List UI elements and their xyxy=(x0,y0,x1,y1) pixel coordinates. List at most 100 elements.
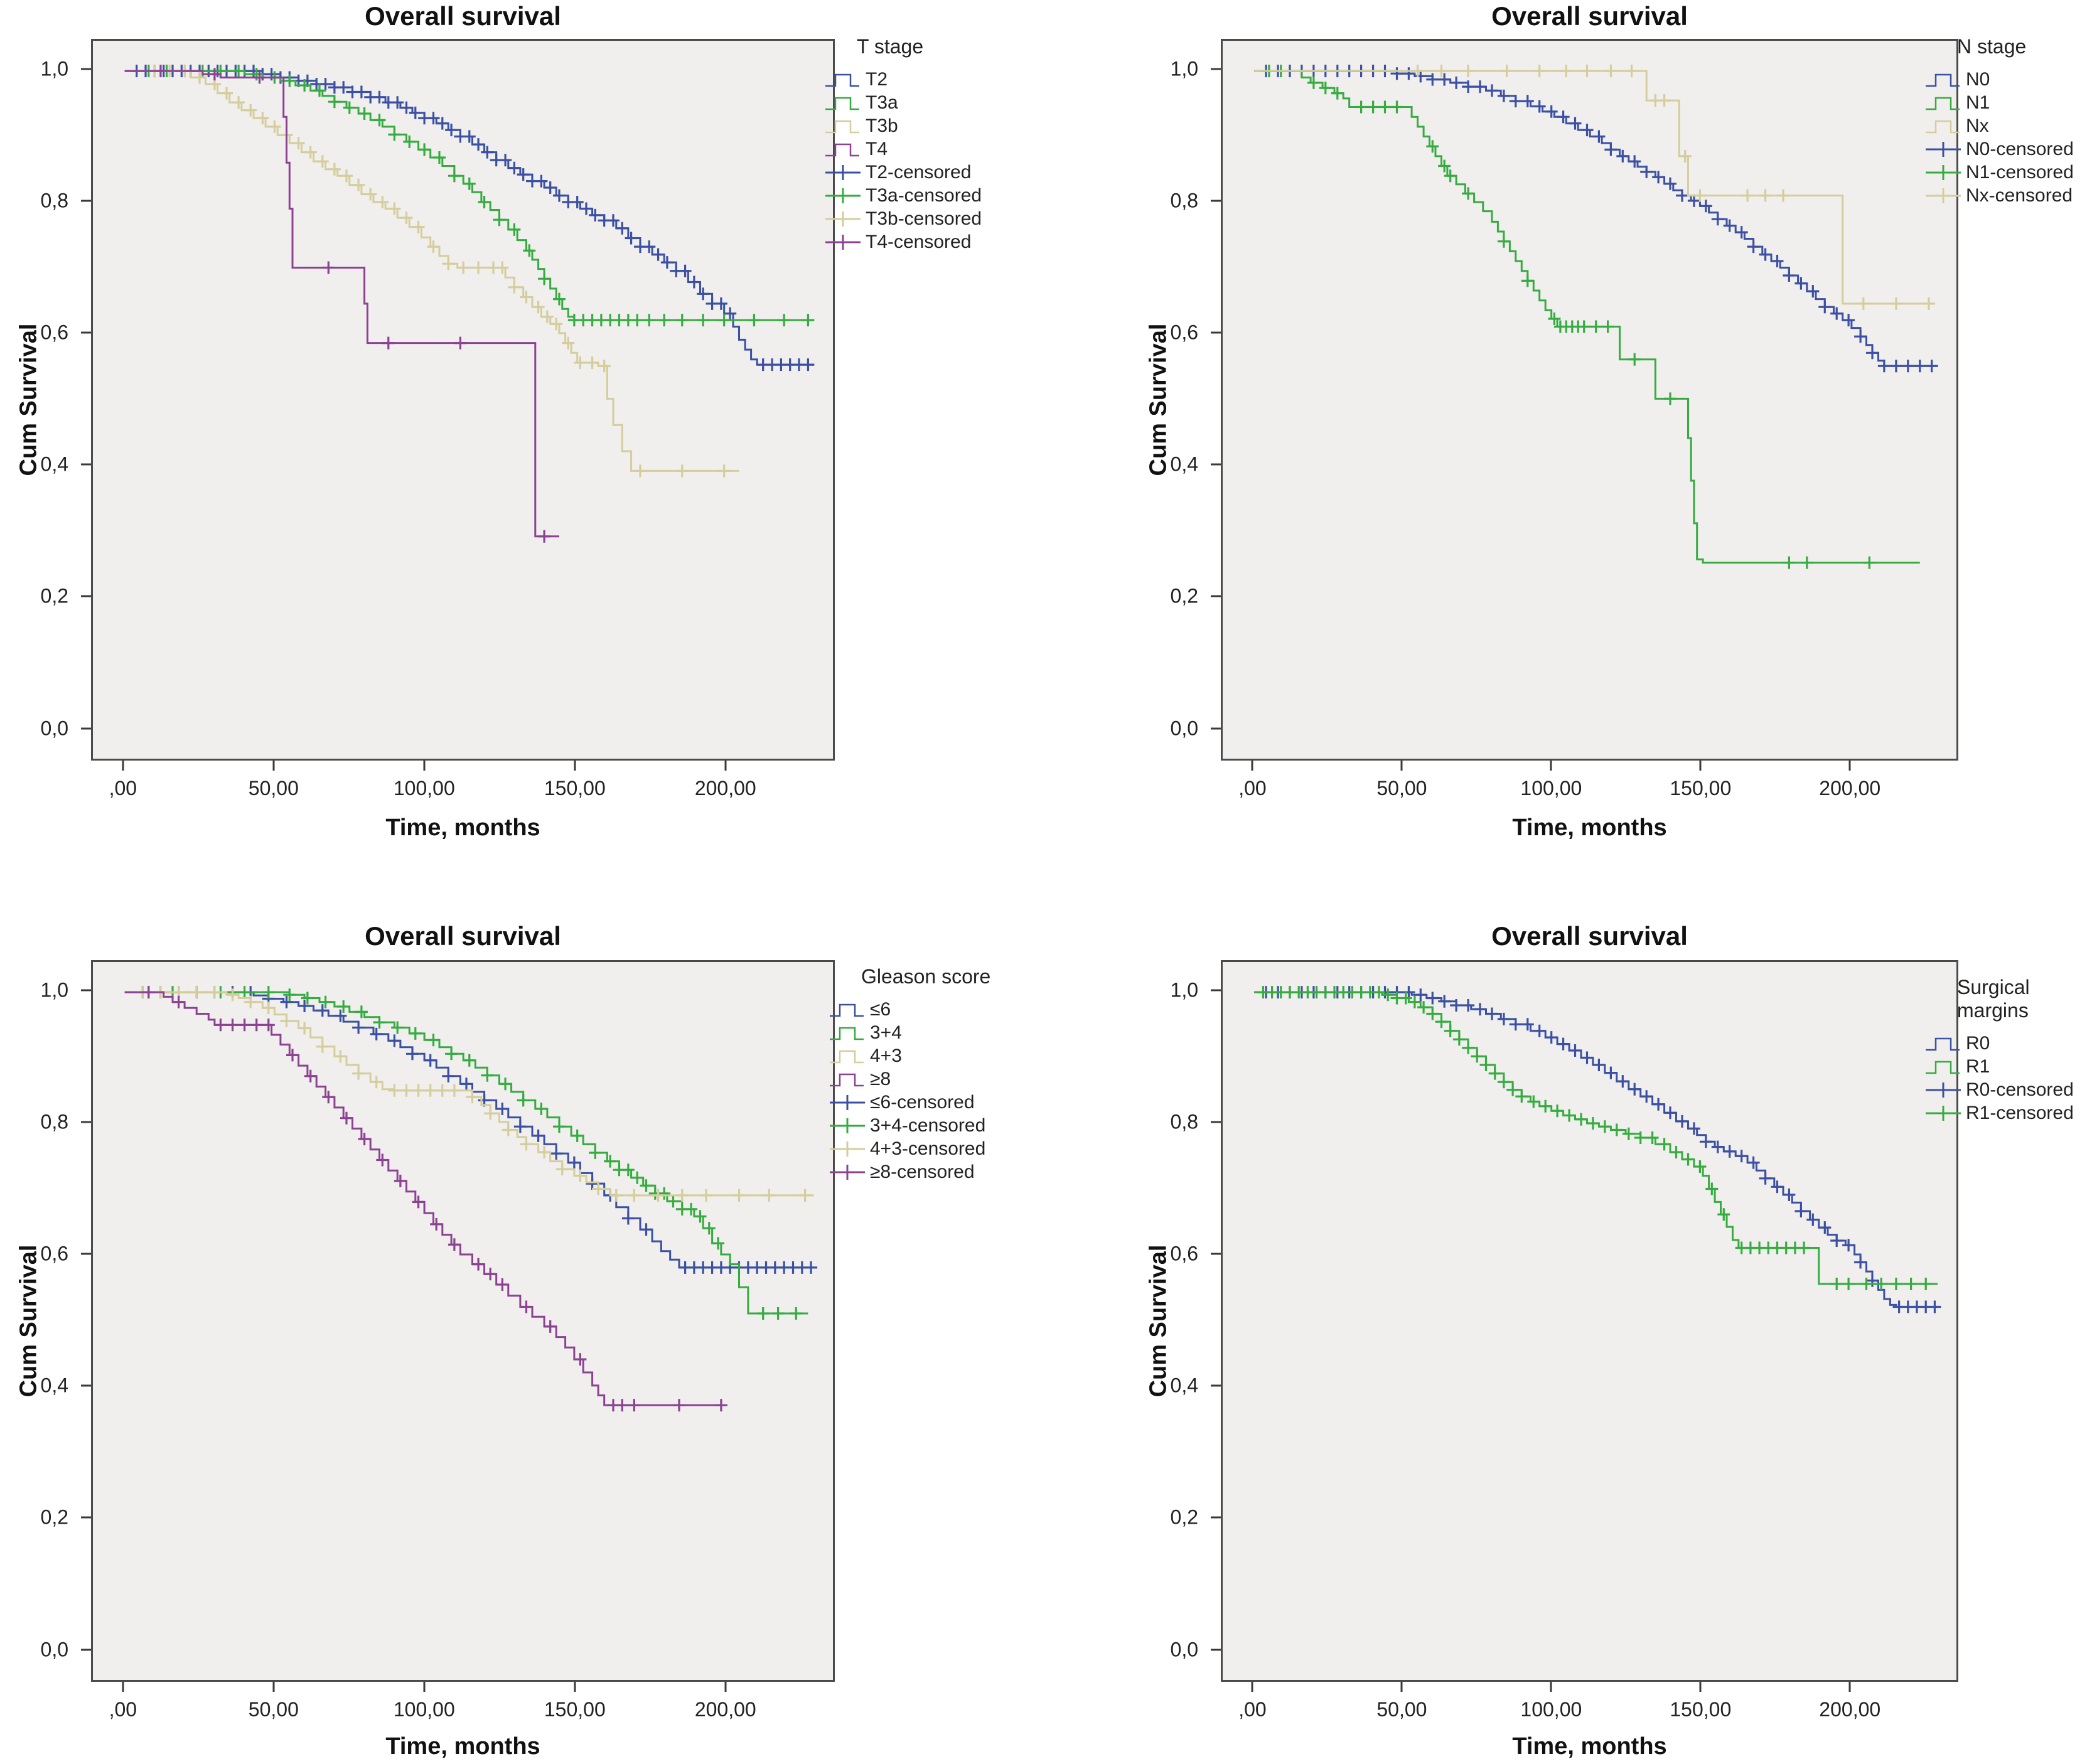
censor-marks-N1 xyxy=(1262,65,1876,569)
y-tick-mark xyxy=(81,1384,91,1387)
y-axis-ticks: 1,0 0,8 0,6 0,4 0,2 0,0 xyxy=(1046,39,1221,761)
legend: Surgical margins R0 R1 R0-censored R1-censo… xyxy=(1924,976,2081,1125)
censor-marks-T3b xyxy=(148,65,731,478)
legend-item-label: R0-censored xyxy=(1966,1079,2074,1101)
x-tick-label: 150,00 xyxy=(1670,777,1732,799)
y-tick-mark xyxy=(1211,331,1221,334)
legend-item: N1-censored xyxy=(1924,161,2089,184)
y-tick-label: 1,0 xyxy=(40,978,68,1002)
panel-t-stage: Overall survival Cum Survival 1,0 0,8 0,6 0… xyxy=(0,0,1046,885)
y-tick-mark xyxy=(1211,1253,1221,1255)
y-tick-mark xyxy=(1211,200,1221,202)
legend-censored-glyph xyxy=(830,1118,865,1134)
legend-title: Surgical margins xyxy=(1957,976,2030,1022)
legend-item-label: T3a-censored xyxy=(866,185,982,206)
y-tick-mark xyxy=(81,200,91,202)
y-tick-mark xyxy=(1211,989,1221,992)
legend-censored-glyph xyxy=(1926,165,1961,181)
y-tick-mark xyxy=(81,1649,91,1651)
x-tick-mark xyxy=(574,761,576,771)
x-tick-label: 100,00 xyxy=(1520,1698,1582,1721)
legend-item: T4 xyxy=(824,138,1031,161)
x-axis-title: Time, months xyxy=(1512,815,1667,841)
y-tick-label: 0,0 xyxy=(1170,717,1198,740)
legend: N stage N0 N1 Nx N0-censored N1-censored Nx-c… xyxy=(1924,35,2089,208)
km-curve-T3a xyxy=(124,70,814,321)
legend-item: R1-censored xyxy=(1924,1102,2081,1125)
legend-items: R0 R1 R0-censored R1-censored xyxy=(1924,1032,2081,1125)
x-tick-label: 50,00 xyxy=(1376,1698,1427,1721)
y-tick-label: 0,6 xyxy=(1170,1242,1198,1265)
panel-gleason-score: Overall survival Cum Survival 1,0 0,8 0,6 0… xyxy=(0,916,1046,1764)
legend-item-label: T4 xyxy=(866,139,888,160)
legend-line-glyph xyxy=(830,1074,864,1087)
y-tick-mark xyxy=(81,463,91,466)
legend-censored-glyph xyxy=(1926,188,1961,204)
legend-items: T2 T3a T3b T4 T2-censored T3a-censored T3b-cen… xyxy=(824,68,1031,254)
x-tick-label: 50,00 xyxy=(248,1698,299,1721)
legend-censored-glyph xyxy=(825,211,861,227)
legend-item: ≤6-censored xyxy=(829,1091,1036,1115)
x-tick-label: ,00 xyxy=(1238,777,1267,799)
km-curve-R0 xyxy=(1254,991,1938,1308)
legend-censored-glyph xyxy=(830,1165,865,1180)
x-tick-label: 150,00 xyxy=(544,1698,606,1721)
y-tick-label: 0,6 xyxy=(40,1242,68,1265)
legend-item-label: T3b xyxy=(866,115,898,137)
y-tick-label: 1,0 xyxy=(1170,978,1198,1002)
legend-line-glyph xyxy=(1926,120,1960,134)
censor-marks-4plus3 xyxy=(136,986,812,1202)
plot-area xyxy=(91,39,835,761)
y-tick-label: 0,8 xyxy=(1170,1110,1198,1133)
panel-title: Overall survival xyxy=(1491,921,1688,951)
y-tick-mark xyxy=(1211,595,1221,597)
legend-item: T3b xyxy=(824,115,1031,138)
y-tick-mark xyxy=(81,989,91,992)
legend-item-label: T2 xyxy=(866,69,888,90)
x-tick-label: 50,00 xyxy=(248,777,299,799)
survival-curves-svg xyxy=(1254,986,1941,1313)
legend-item-label: 4+3 xyxy=(870,1045,902,1067)
y-tick-mark xyxy=(81,1253,91,1255)
x-tick-label: 200,00 xyxy=(1819,1698,1881,1721)
panel-title: Overall survival xyxy=(365,1,561,31)
x-tick-mark xyxy=(1848,761,1851,771)
y-axis-ticks: 1,0 0,8 0,6 0,4 0,2 0,0 xyxy=(0,960,91,1682)
legend-line-glyph xyxy=(830,1004,864,1017)
legend-item: Nx-censored xyxy=(1924,184,2089,208)
x-tick-mark xyxy=(122,1682,124,1692)
y-tick-label: 1,0 xyxy=(40,57,68,80)
legend-items: N0 N1 Nx N0-censored N1-censored Nx-censored xyxy=(1924,68,2089,208)
legend-item: 4+3-censored xyxy=(829,1138,1036,1161)
legend-censored-glyph xyxy=(1926,1082,1961,1098)
legend-items: ≤6 3+4 4+3 ≥8 ≤6-censored 3+4-censored 4+3-cen… xyxy=(829,998,1036,1184)
legend-item-label: 3+4-censored xyxy=(870,1115,986,1136)
legend-item: N0-censored xyxy=(1924,138,2089,161)
censor-marks-R0 xyxy=(1260,986,1941,1313)
legend-censored-glyph xyxy=(830,1095,865,1111)
x-axis-title: Time, months xyxy=(1512,1733,1667,1760)
legend-item: N0 xyxy=(1924,68,2089,92)
legend-item-label: ≤6 xyxy=(870,999,891,1020)
legend-line-glyph xyxy=(825,120,859,134)
censor-marks-T4 xyxy=(154,65,551,543)
y-tick-mark xyxy=(81,727,91,730)
km-curve-N1 xyxy=(1254,70,1920,564)
panel-n-stage: Overall survival Cum Survival 1,0 0,8 0,6 0… xyxy=(1046,0,2092,885)
legend-censored-glyph xyxy=(830,1141,865,1157)
km-curve-Nx xyxy=(1254,70,1935,305)
y-tick-label: 1,0 xyxy=(1170,57,1198,80)
x-tick-mark xyxy=(1550,1682,1552,1692)
legend-item-label: R0 xyxy=(1966,1033,1990,1054)
legend-censored-glyph xyxy=(1926,1106,1961,1121)
legend-item: N1 xyxy=(1924,92,2089,115)
x-tick-label: 200,00 xyxy=(1819,777,1881,799)
x-axis-title: Time, months xyxy=(385,815,540,841)
legend-title: N stage xyxy=(1957,35,2027,58)
legend-item: T3b-censored xyxy=(824,208,1031,231)
survival-curves-svg xyxy=(124,986,818,1412)
legend-item: ≥8-censored xyxy=(829,1161,1036,1184)
x-tick-label: 100,00 xyxy=(1520,777,1582,799)
x-tick-mark xyxy=(1400,1682,1403,1692)
